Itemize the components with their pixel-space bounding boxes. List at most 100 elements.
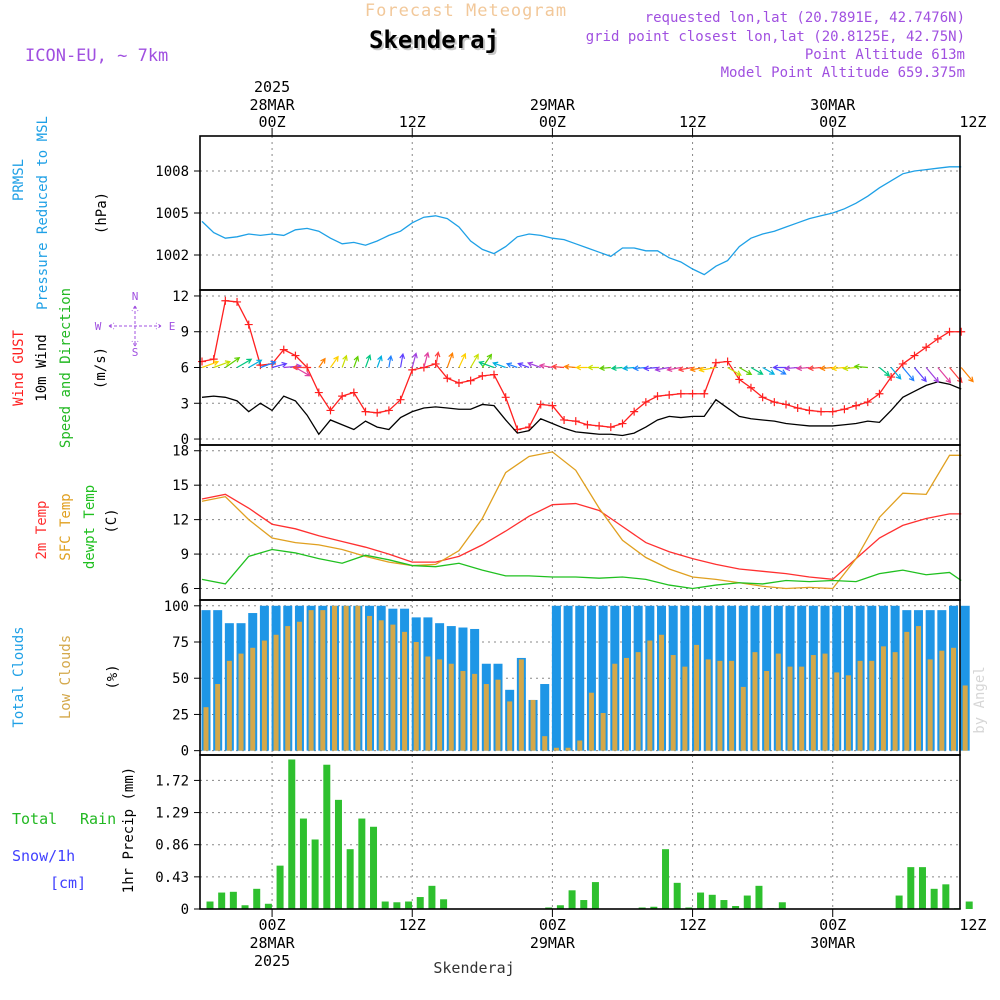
wind-arrow: [318, 357, 326, 368]
low-cloud-bar: [331, 605, 337, 751]
gust-marker: [945, 327, 954, 336]
gust-marker: [746, 383, 755, 392]
precip-bar: [311, 839, 319, 909]
compass-rose: N S W E: [95, 290, 176, 359]
compass-w: W: [95, 320, 102, 333]
wind-unit: (m/s): [93, 347, 109, 389]
low-cloud-bar: [600, 712, 606, 751]
pressure-unit: (hPa): [94, 192, 110, 234]
top-time-label: 12Z: [959, 113, 986, 131]
wind-arrow: [610, 365, 623, 371]
y-tick-label: 12: [172, 513, 189, 529]
wind-arrow: [481, 353, 493, 368]
wind-arrow: [399, 352, 406, 368]
precip-bar: [580, 900, 588, 909]
wind-arrow: [478, 360, 495, 369]
precip-bar: [323, 764, 331, 909]
wind-arrow: [248, 359, 263, 369]
precip-bar: [288, 759, 296, 909]
gust-marker: [817, 407, 826, 416]
low-cloud-bar: [425, 656, 431, 751]
temp-label-2m: 2m Temp: [34, 500, 50, 559]
low-cloud-bar: [740, 686, 746, 751]
wind-arrow: [387, 354, 394, 368]
precip-bar: [918, 867, 926, 909]
wind-arrow: [505, 362, 518, 369]
precip-bar: [720, 900, 728, 909]
y-tick-label: 6: [181, 361, 189, 377]
watermark: by Angel: [972, 666, 988, 733]
gust-marker: [490, 370, 498, 379]
dewpt-temp-line: [201, 548, 962, 590]
gust-marker: [279, 345, 288, 354]
precip-bar: [556, 905, 564, 909]
low-cloud-bar: [203, 707, 209, 751]
precip-label-rain: Rain: [80, 810, 116, 828]
precip-label-cm: [cm]: [50, 874, 86, 892]
pressure-label-prmsl: PRMSL: [11, 159, 27, 201]
bottom-date-label: 30MAR: [810, 934, 856, 952]
low-cloud-bar: [717, 660, 723, 751]
wind-arrow: [470, 353, 479, 368]
gust-marker: [688, 389, 697, 398]
wind-arrow: [621, 365, 635, 372]
precip-bar: [942, 884, 950, 909]
low-cloud-bar: [694, 644, 700, 751]
2m-temp-line: [201, 493, 962, 581]
precip-bar: [358, 818, 366, 909]
low-cloud-bar: [939, 650, 945, 751]
wind-arrow: [879, 367, 891, 377]
wind-arrow: [853, 363, 868, 370]
wind-arrow: [551, 363, 565, 370]
top-time-label: 00Z: [539, 113, 566, 131]
gust-marker: [957, 327, 966, 336]
precip-bar: [229, 891, 237, 909]
precip-bar: [591, 882, 599, 909]
compass-e: E: [169, 320, 176, 333]
wind-arrow: [654, 366, 670, 373]
gust-marker: [560, 415, 569, 424]
gust-marker: [887, 373, 896, 382]
total-cloud-bar: [960, 605, 970, 751]
wind-arrow: [434, 351, 441, 368]
low-cloud-bar: [588, 692, 594, 751]
low-cloud-bar: [659, 634, 665, 751]
precip-bar: [568, 890, 576, 909]
low-cloud-bar: [927, 659, 933, 751]
precip-bar: [907, 867, 915, 909]
top-time-label: 12Z: [399, 113, 426, 131]
wind-arrow: [260, 360, 277, 369]
y-tick-label: 0.86: [155, 838, 189, 854]
low-cloud-bar: [285, 626, 291, 751]
wind-arrow: [587, 364, 600, 371]
wind-panel: 0 3 6 9 12 N S W E: [95, 289, 974, 448]
gust-marker: [595, 421, 604, 430]
temp-unit: (C): [104, 508, 120, 533]
precip-bar: [241, 905, 249, 909]
low-cloud-bar: [764, 670, 770, 751]
top-date-label: 30MAR: [810, 96, 856, 114]
precip-axis-label: 1hr Precip (mm): [121, 767, 137, 893]
precip-label-total: Total: [12, 810, 57, 828]
gust-marker: [711, 358, 720, 367]
gust-marker: [665, 390, 674, 399]
wind-arrow: [364, 354, 372, 368]
wind-arrow: [819, 365, 833, 372]
low-cloud-bar: [787, 666, 793, 751]
bottom-location-label: Skenderaj: [433, 959, 514, 977]
wind-arrow: [236, 358, 253, 369]
wind-arrow: [925, 367, 940, 384]
gust-marker: [571, 417, 580, 426]
wind-arrow: [423, 351, 430, 368]
total-cloud-bar: [213, 610, 223, 751]
precip-bar: [778, 902, 786, 909]
low-cloud-bar: [308, 610, 314, 751]
low-cloud-bar: [226, 660, 232, 751]
wind-arrow: [271, 361, 288, 369]
wind-arrow: [291, 364, 308, 371]
low-cloud-bar: [705, 659, 711, 751]
wind-arrow: [795, 365, 810, 372]
